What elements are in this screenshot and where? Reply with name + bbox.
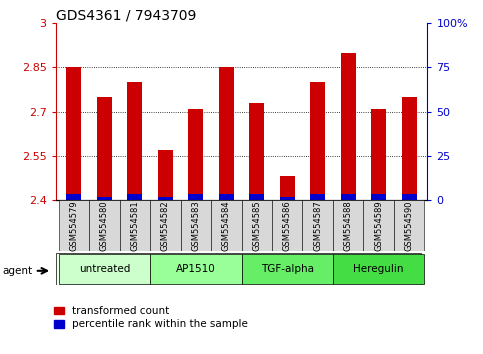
Bar (211, 200, 242, 251)
Bar (310, 82, 326, 200)
Bar (249, 194, 264, 200)
Bar (219, 67, 234, 200)
Text: GSM554590: GSM554590 (405, 200, 413, 251)
Bar (302, 200, 333, 251)
Bar (219, 194, 234, 200)
Bar (188, 194, 203, 200)
Bar (341, 194, 356, 200)
Text: GSM554589: GSM554589 (374, 200, 383, 251)
Bar (97, 197, 112, 200)
Bar (333, 200, 363, 251)
Text: GSM554580: GSM554580 (100, 200, 109, 251)
Text: GSM554586: GSM554586 (283, 200, 292, 251)
Bar (401, 97, 417, 200)
Bar (280, 197, 295, 200)
Legend: transformed count, percentile rank within the sample: transformed count, percentile rank withi… (54, 306, 248, 329)
Text: GSM554585: GSM554585 (252, 200, 261, 251)
Bar (97, 97, 112, 200)
Bar (280, 176, 295, 200)
Bar (272, 200, 302, 251)
Text: GSM554584: GSM554584 (222, 200, 231, 251)
Bar (89, 200, 120, 251)
Text: Heregulin: Heregulin (354, 264, 404, 274)
Bar (127, 194, 142, 200)
Bar (58, 254, 150, 284)
Bar (371, 194, 386, 200)
Bar (401, 194, 417, 200)
Text: agent: agent (2, 266, 32, 276)
Text: GSM554582: GSM554582 (161, 200, 170, 251)
Bar (310, 194, 326, 200)
Text: TGF-alpha: TGF-alpha (261, 264, 314, 274)
Bar (157, 197, 173, 200)
Text: untreated: untreated (79, 264, 130, 274)
Bar (181, 200, 211, 251)
Text: GSM554583: GSM554583 (191, 200, 200, 251)
Bar (66, 67, 82, 200)
Text: AP1510: AP1510 (176, 264, 215, 274)
Bar (371, 109, 386, 200)
Bar (66, 194, 82, 200)
Bar (150, 254, 242, 284)
Bar (242, 254, 333, 284)
Bar (127, 82, 142, 200)
Bar (157, 150, 173, 200)
Text: GSM554587: GSM554587 (313, 200, 322, 251)
Bar (58, 200, 89, 251)
Text: GSM554581: GSM554581 (130, 200, 139, 251)
Bar (150, 200, 181, 251)
Text: GSM554588: GSM554588 (344, 200, 353, 251)
Bar (249, 103, 264, 200)
Bar (242, 200, 272, 251)
Bar (120, 200, 150, 251)
Bar (341, 52, 356, 200)
Bar (363, 200, 394, 251)
Text: GSM554579: GSM554579 (70, 200, 78, 251)
Text: GDS4361 / 7943709: GDS4361 / 7943709 (56, 9, 196, 23)
Bar (188, 109, 203, 200)
Bar (394, 200, 425, 251)
Bar (333, 254, 425, 284)
